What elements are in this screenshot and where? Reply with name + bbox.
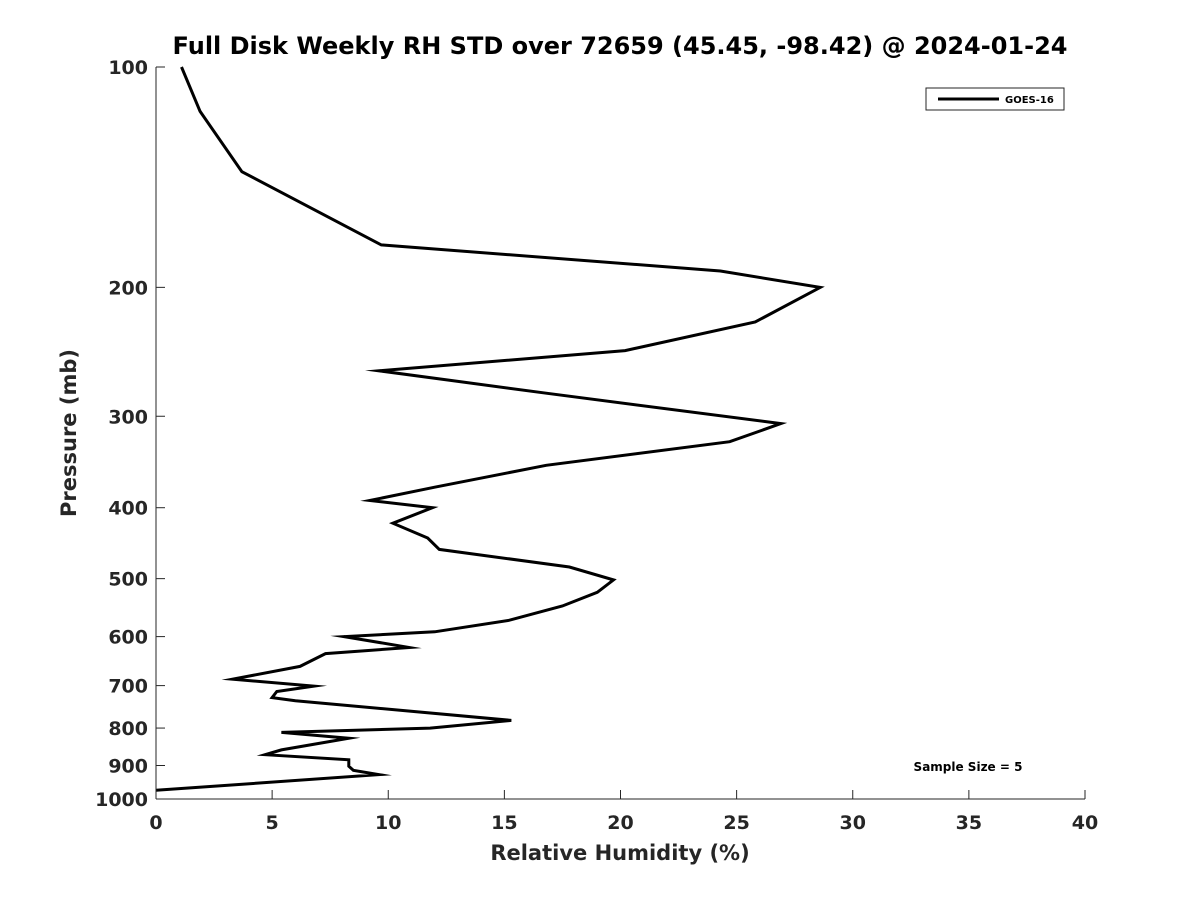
x-axis-label: Relative Humidity (%) <box>490 841 749 865</box>
y-axis-label: Pressure (mb) <box>57 349 81 517</box>
y-tick-label-1: 200 <box>108 277 148 299</box>
x-axis: 0 5 10 15 20 25 30 35 40 <box>149 790 1098 834</box>
goes-16-series-line <box>155 66 825 792</box>
y-tick-label-8: 900 <box>108 756 148 778</box>
x-tick-label-5: 25 <box>723 812 749 834</box>
y-tick-label-2: 300 <box>108 406 148 428</box>
legend: GOES-16 <box>925 87 1065 111</box>
x-tick-label-1: 5 <box>266 812 279 834</box>
x-tick-label-6: 30 <box>840 812 866 834</box>
x-tick-label-4: 20 <box>607 812 633 834</box>
y-tick-label-9: 1000 <box>95 789 148 811</box>
sample-size-annotation: Sample Size = 5 <box>914 760 1023 774</box>
plot-area <box>156 67 1085 799</box>
x-tick-label-0: 0 <box>149 812 162 834</box>
x-tick-label-8: 40 <box>1072 812 1098 834</box>
y-tick-label-5: 600 <box>108 627 148 649</box>
y-tick-label-6: 700 <box>108 676 148 698</box>
legend-entry-goes-16: GOES-16 <box>1005 95 1054 106</box>
y-tick-label-3: 400 <box>108 498 148 520</box>
x-tick-label-3: 15 <box>491 812 517 834</box>
y-tick-label-4: 500 <box>108 569 148 591</box>
chart-title: Full Disk Weekly RH STD over 72659 (45.4… <box>173 32 1068 60</box>
y-axis: 100 200 300 400 500 600 700 800 900 1000 <box>95 57 165 811</box>
y-tick-label-0: 100 <box>108 57 148 79</box>
y-tick-label-7: 800 <box>108 718 148 740</box>
x-tick-label-7: 35 <box>956 812 982 834</box>
x-tick-label-2: 10 <box>375 812 401 834</box>
